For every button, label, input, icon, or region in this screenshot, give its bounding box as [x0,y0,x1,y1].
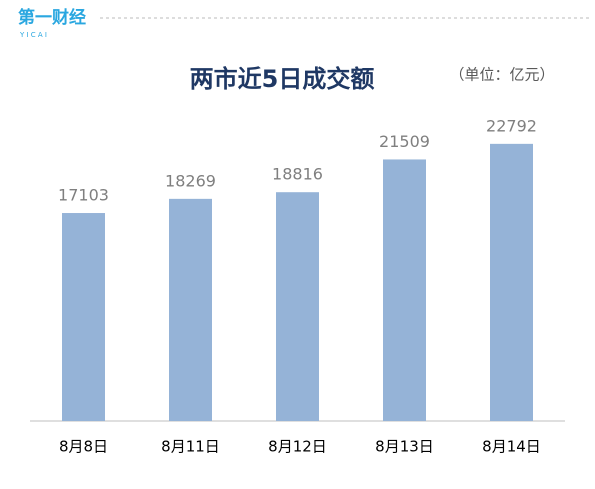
bar [62,213,105,421]
x-tick-label: 8月13日 [375,438,434,456]
value-label: 18816 [272,165,323,184]
bar [490,143,533,421]
x-tick-label: 8月14日 [482,438,541,456]
value-label: 18269 [165,171,216,190]
x-tick-label: 8月8日 [59,438,108,456]
unit-label: （单位：亿元） [449,66,554,84]
x-tick-label: 8月12日 [268,438,327,456]
value-label: 22792 [486,116,537,135]
logo-sub: Y I C A I [19,31,47,39]
bar [383,159,426,421]
logo-name: 第一财经 [18,7,86,28]
x-tick-label: 8月11日 [161,438,220,456]
value-label: 21509 [379,132,430,151]
bar [276,192,319,421]
chart-title: 两市近5日成交额 [190,65,375,93]
value-label: 17103 [58,186,109,205]
bar [169,198,212,421]
